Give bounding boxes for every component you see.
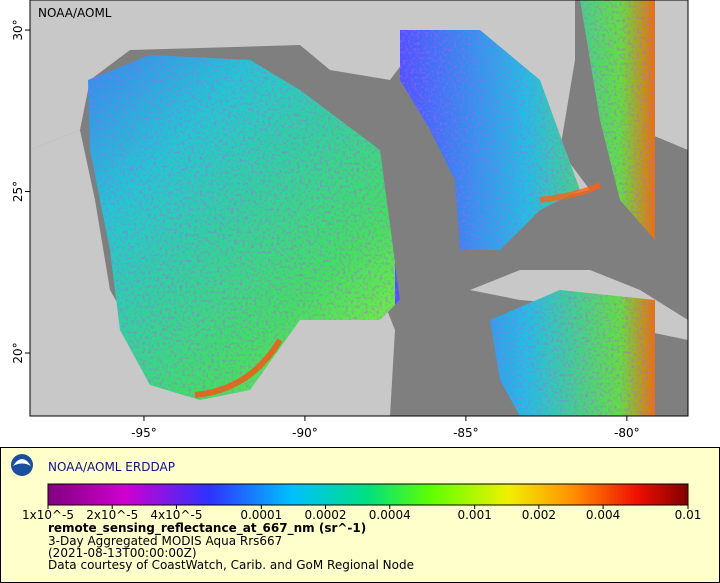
lat-tick-label: 20° xyxy=(11,342,25,363)
lon-tick-label: -85° xyxy=(453,426,479,440)
caption-variable: remote_sensing_reflectance_at_667_nm (sr… xyxy=(48,521,366,536)
mexico-land xyxy=(30,130,395,416)
colorbar-tick-label: 0.0002 xyxy=(305,508,347,522)
colorbar-tick-label: 0.002 xyxy=(522,508,556,522)
caption-credit: Data courtesy of CoastWatch, Carib. and … xyxy=(48,558,414,572)
colorbar-tick-label: 0.004 xyxy=(586,508,620,522)
map-frame xyxy=(29,0,689,417)
colorbar-tick-label: 0.01 xyxy=(675,508,702,522)
colorbar-tick-label: 0.0004 xyxy=(369,508,411,522)
colorbar-tick-label: 0.001 xyxy=(457,508,491,522)
map: NOAA/AOML xyxy=(29,0,689,417)
lon-tick-label: -95° xyxy=(131,426,157,440)
colorbar-tick-label: 1x10^-5 xyxy=(22,508,74,522)
lat-tick-label: 25° xyxy=(11,181,25,202)
map-label: NOAA/AOML xyxy=(38,6,112,20)
lat-tick-label: 30° xyxy=(11,19,25,40)
noaa-logo xyxy=(11,454,33,476)
caption-time: (2021-08-13T00:00:00Z) xyxy=(48,546,197,560)
north-america-land xyxy=(30,0,688,200)
colorbar-tick-label: 0.0001 xyxy=(240,508,282,522)
caption-dataset: 3-Day Aggregated MODIS Aqua Rrs667 xyxy=(48,534,282,548)
colorbar-tick-label: 4x10^-5 xyxy=(150,508,202,522)
colorbar xyxy=(47,483,689,506)
lon-tick-label: -90° xyxy=(292,426,318,440)
colorbar-tick-label: 2x10^-5 xyxy=(86,508,138,522)
legend-panel xyxy=(0,447,720,583)
legend-title: NOAA/AOML ERDDAP xyxy=(48,460,175,474)
lon-tick-label: -80° xyxy=(614,426,640,440)
